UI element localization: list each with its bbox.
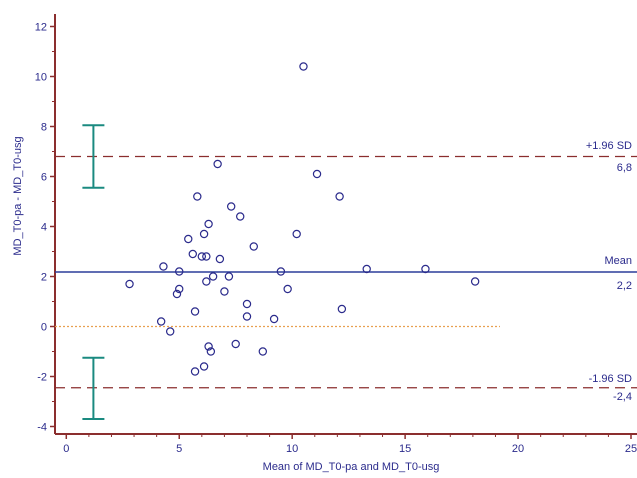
ci-bars-group bbox=[82, 124, 105, 420]
data-point bbox=[421, 264, 430, 274]
lower-loa-value: -2,4 bbox=[613, 391, 632, 403]
x-tick-label: 15 bbox=[399, 443, 411, 455]
lower-loa-label: -1.96 SD bbox=[589, 373, 632, 385]
y-tick-label: 12 bbox=[35, 22, 47, 34]
data-point bbox=[231, 339, 240, 349]
data-point bbox=[213, 159, 222, 169]
data-point bbox=[242, 299, 252, 309]
upper-loa-value: 6,8 bbox=[617, 162, 632, 174]
data-point bbox=[276, 267, 286, 276]
data-point bbox=[165, 327, 175, 336]
data-point bbox=[159, 262, 168, 271]
reference-lines-group bbox=[55, 155, 637, 389]
data-point bbox=[193, 192, 202, 201]
data-point bbox=[226, 202, 236, 211]
x-tick-label: 25 bbox=[625, 443, 637, 455]
data-point bbox=[175, 284, 184, 294]
x-tick-label: 20 bbox=[512, 443, 524, 455]
data-point bbox=[283, 284, 292, 294]
y-tick-label: 0 bbox=[41, 322, 47, 334]
data-point bbox=[156, 317, 166, 326]
data-point bbox=[249, 242, 258, 251]
data-point bbox=[202, 277, 211, 286]
data-point bbox=[236, 212, 245, 221]
y-axis-title: MD_T0-pa - MD_T0-usg bbox=[12, 136, 24, 255]
data-point bbox=[470, 277, 480, 286]
y-tick-label: 6 bbox=[41, 172, 47, 184]
data-point bbox=[204, 342, 213, 351]
points-group bbox=[125, 62, 480, 376]
data-point bbox=[292, 229, 301, 239]
y-tick-label: 2 bbox=[41, 272, 47, 284]
data-point bbox=[335, 192, 344, 201]
y-tick-label: -2 bbox=[37, 372, 47, 384]
data-point bbox=[188, 249, 197, 259]
mean-value: 2,2 bbox=[617, 280, 632, 292]
x-tick-label: 10 bbox=[286, 443, 298, 455]
y-ticks-group: -4 -2 0 2 4 6 8 10 12 bbox=[35, 22, 55, 434]
data-point bbox=[175, 267, 184, 276]
data-point bbox=[215, 254, 225, 264]
y-tick-label: 8 bbox=[41, 122, 47, 134]
x-ticks-group: 0 5 10 15 20 25 bbox=[63, 434, 637, 455]
x-axis-title: Mean of MD_T0-pa and MD_T0-usg bbox=[263, 461, 440, 473]
data-point bbox=[258, 347, 268, 356]
data-point bbox=[190, 307, 200, 316]
y-tick-label: 4 bbox=[41, 222, 47, 234]
data-point bbox=[242, 312, 252, 321]
data-point bbox=[202, 252, 211, 261]
data-point bbox=[224, 272, 234, 281]
data-point bbox=[208, 272, 218, 281]
data-point bbox=[337, 304, 347, 314]
x-tick-label: 0 bbox=[63, 443, 69, 455]
upper-loa-label: +1.96 SD bbox=[586, 140, 632, 152]
mean-label: Mean bbox=[604, 255, 632, 267]
data-point bbox=[199, 229, 209, 239]
data-point bbox=[172, 289, 182, 299]
data-point bbox=[125, 279, 134, 289]
data-point bbox=[199, 362, 209, 371]
data-point bbox=[312, 169, 322, 179]
data-point bbox=[362, 264, 371, 274]
data-point bbox=[204, 219, 213, 229]
data-point bbox=[197, 252, 207, 261]
data-point bbox=[220, 287, 229, 296]
data-point bbox=[299, 62, 308, 71]
y-tick-label: 10 bbox=[35, 72, 47, 84]
data-point bbox=[206, 347, 216, 356]
data-point bbox=[190, 367, 200, 376]
data-point bbox=[184, 234, 193, 244]
data-point bbox=[269, 314, 279, 324]
y-tick-label: -4 bbox=[37, 422, 47, 434]
x-tick-label: 5 bbox=[176, 443, 182, 455]
